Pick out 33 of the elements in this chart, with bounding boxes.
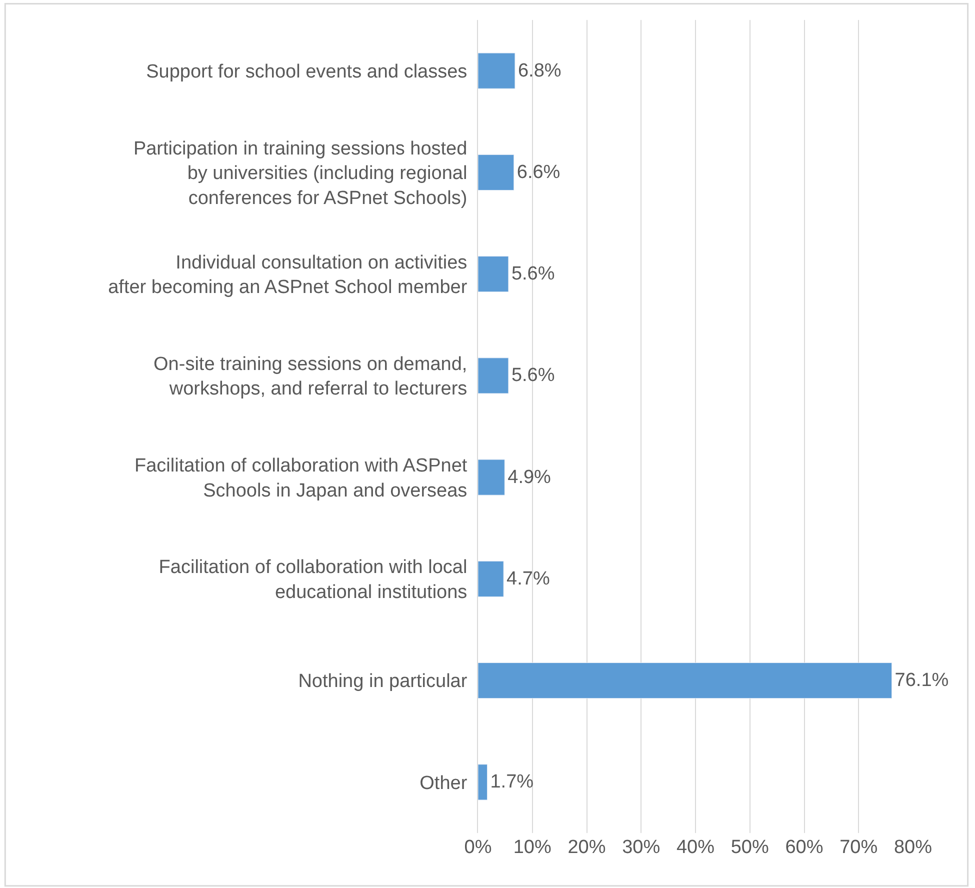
x-tick-label: 10% (513, 837, 552, 858)
y-tick-label: Nothing in particular (298, 671, 468, 692)
bar (478, 256, 509, 292)
x-tick-label: 60% (785, 837, 824, 858)
bar (478, 764, 488, 800)
x-tick-label: 50% (730, 837, 769, 858)
y-tick-label: Participation in training sessions hosted by universities (including regional conferences for ASPnet Schools) (133, 138, 468, 209)
data-label: 4.9% (508, 466, 552, 488)
data-label: 1.7% (490, 772, 534, 793)
data-label: 5.6% (511, 365, 555, 386)
x-tick-label: 70% (840, 837, 878, 858)
bar (478, 560, 504, 597)
bar (478, 662, 892, 699)
data-label: 6.6% (516, 162, 560, 183)
data-label: 5.6% (511, 264, 555, 285)
y-tick-label: Other (420, 772, 468, 794)
bar (478, 358, 509, 394)
x-tick-label: 0% (464, 837, 492, 858)
y-tick-label: On-site training sessions on demand, workshops, and referral to lecturers (154, 354, 468, 400)
data-label: 76.1% (894, 670, 949, 692)
bar (478, 52, 516, 89)
data-label: 6.8% (518, 60, 562, 82)
y-tick-label: Facilitation of collaboration with ASPnet Schools in Japan and overseas (134, 456, 468, 502)
bar (478, 154, 514, 190)
y-tick-label: Facilitation of collaboration with local educational institutions (158, 557, 468, 603)
y-tick-label: Support for school events and classes (146, 61, 468, 82)
data-label: 4.7% (506, 568, 550, 590)
x-tick-label: 30% (622, 837, 660, 858)
y-tick-label: Individual consultation on activities after becoming an ASPnet School member (108, 252, 468, 298)
x-tick-label: 40% (676, 837, 715, 858)
x-tick-label: 20% (568, 837, 606, 858)
bar (478, 459, 505, 496)
x-tick-label: 80% (894, 837, 932, 858)
